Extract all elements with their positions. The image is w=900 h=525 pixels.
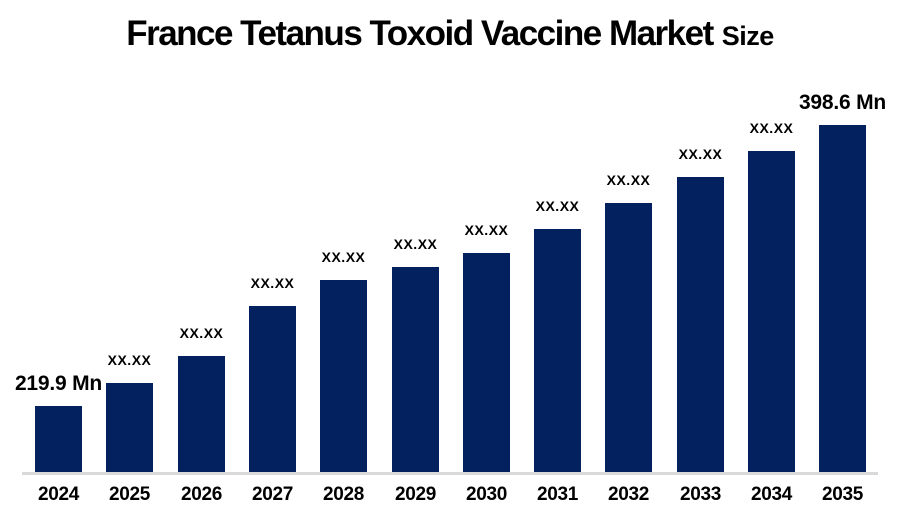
bar-value-label-2029: XX.XX xyxy=(393,236,438,252)
bar-2025 xyxy=(106,383,153,472)
x-axis-tick-label-2024: 2024 xyxy=(37,484,80,505)
x-axis-tick-label-2034: 2034 xyxy=(750,484,793,505)
bar-value-label-2025: XX.XX xyxy=(107,352,152,368)
x-axis-line xyxy=(22,472,878,475)
bar-value-label-2033: XX.XX xyxy=(678,146,723,162)
bar-2033 xyxy=(677,177,724,472)
x-axis-tick-label-2029: 2029 xyxy=(394,484,437,505)
bar-2031 xyxy=(534,229,581,472)
bar-value-label-2035: 398.6 Mn xyxy=(798,91,887,114)
bar-value-label-2032: XX.XX xyxy=(606,172,651,188)
x-axis-tick-label-2027: 2027 xyxy=(251,484,294,505)
x-axis-tick-label-2025: 2025 xyxy=(108,484,151,505)
bar-2028 xyxy=(320,280,367,472)
chart-title: France Tetanus Toxoid Vaccine Market Size xyxy=(0,14,900,54)
x-axis-tick-label-2026: 2026 xyxy=(180,484,223,505)
bar-value-label-2031: XX.XX xyxy=(535,198,580,214)
x-axis-tick-label-2035: 2035 xyxy=(821,484,864,505)
bar-2034 xyxy=(748,151,795,472)
bar-value-label-2034: XX.XX xyxy=(749,120,794,136)
x-axis-tick-label-2032: 2032 xyxy=(607,484,650,505)
bar-value-label-2030: XX.XX xyxy=(464,222,509,238)
chart-title-main: France Tetanus Toxoid Vaccine Market xyxy=(126,14,714,53)
bar-2024 xyxy=(35,406,82,472)
bar-2027 xyxy=(249,306,296,472)
bar-value-label-2026: XX.XX xyxy=(179,325,224,341)
bar-2030 xyxy=(463,253,510,472)
bar-2026 xyxy=(178,356,225,472)
x-axis-tick-label-2033: 2033 xyxy=(679,484,722,505)
bar-2035 xyxy=(819,125,866,472)
x-axis-tick-label-2028: 2028 xyxy=(322,484,365,505)
x-axis-tick-label-2031: 2031 xyxy=(536,484,579,505)
bar-2029 xyxy=(392,267,439,472)
chart-title-suffix: Size xyxy=(721,21,775,51)
bar-2032 xyxy=(605,203,652,472)
bar-value-label-2027: XX.XX xyxy=(250,275,295,291)
x-axis-tick-label-2030: 2030 xyxy=(465,484,508,505)
bar-value-label-2028: XX.XX xyxy=(321,249,366,265)
bar-value-label-2024: 219.9 Mn xyxy=(14,372,103,395)
